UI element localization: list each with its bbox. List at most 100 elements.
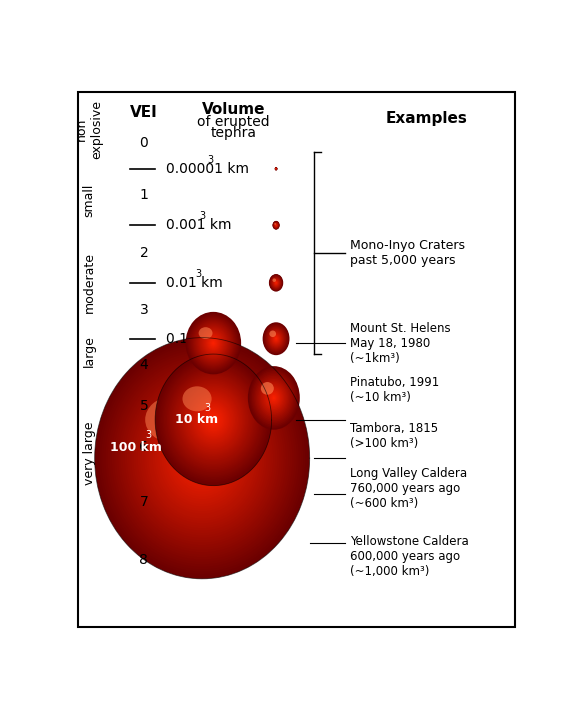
Ellipse shape [275, 224, 277, 226]
Ellipse shape [202, 330, 224, 355]
Text: VEI: VEI [130, 105, 158, 120]
Ellipse shape [209, 415, 218, 425]
Ellipse shape [168, 419, 236, 497]
Ellipse shape [189, 444, 215, 473]
Text: 5: 5 [139, 399, 149, 413]
Ellipse shape [262, 323, 290, 355]
Ellipse shape [276, 168, 277, 169]
Ellipse shape [146, 396, 258, 521]
Ellipse shape [265, 325, 287, 352]
Text: 3: 3 [139, 303, 149, 318]
Text: 3: 3 [199, 211, 205, 221]
Text: Mono-Inyo Craters
past 5,000 years: Mono-Inyo Craters past 5,000 years [350, 239, 465, 267]
Ellipse shape [160, 359, 267, 481]
Ellipse shape [186, 312, 241, 375]
Ellipse shape [275, 224, 277, 227]
Text: of erupted: of erupted [197, 115, 270, 129]
Ellipse shape [273, 222, 279, 229]
Ellipse shape [196, 451, 209, 466]
Text: 3: 3 [183, 384, 189, 394]
Ellipse shape [275, 167, 277, 170]
Text: 4: 4 [139, 358, 149, 372]
Ellipse shape [184, 387, 243, 453]
Ellipse shape [135, 384, 269, 533]
Ellipse shape [145, 397, 199, 443]
Ellipse shape [127, 374, 277, 543]
Ellipse shape [275, 167, 277, 170]
Ellipse shape [165, 365, 261, 474]
Ellipse shape [208, 413, 219, 426]
Text: 0.01 km: 0.01 km [166, 276, 223, 290]
Ellipse shape [273, 335, 279, 342]
Ellipse shape [159, 410, 245, 506]
Ellipse shape [99, 342, 305, 574]
Ellipse shape [266, 326, 286, 351]
Ellipse shape [275, 224, 277, 227]
Text: small: small [83, 184, 96, 217]
Ellipse shape [276, 224, 277, 226]
Ellipse shape [181, 384, 246, 456]
Ellipse shape [208, 337, 219, 350]
Ellipse shape [275, 168, 277, 169]
Text: non
explosive: non explosive [75, 100, 103, 159]
Text: 3: 3 [145, 430, 151, 440]
Ellipse shape [275, 168, 277, 169]
Text: 1 km: 1 km [166, 391, 201, 405]
Ellipse shape [194, 321, 233, 365]
Ellipse shape [203, 409, 224, 431]
Ellipse shape [268, 328, 285, 350]
Ellipse shape [272, 278, 280, 288]
Ellipse shape [189, 316, 238, 370]
Ellipse shape [268, 329, 284, 349]
Ellipse shape [180, 382, 247, 458]
Ellipse shape [198, 454, 206, 463]
Ellipse shape [138, 386, 266, 530]
Ellipse shape [273, 221, 279, 229]
Ellipse shape [274, 222, 279, 228]
Ellipse shape [167, 367, 260, 473]
Ellipse shape [275, 281, 277, 285]
Ellipse shape [272, 334, 280, 344]
Ellipse shape [186, 389, 241, 451]
Ellipse shape [144, 393, 260, 523]
Ellipse shape [193, 397, 234, 443]
Text: 1: 1 [139, 188, 149, 202]
Ellipse shape [264, 385, 284, 411]
Text: 0.1 km: 0.1 km [166, 332, 214, 346]
Ellipse shape [161, 412, 243, 504]
Ellipse shape [272, 278, 280, 287]
Ellipse shape [207, 336, 220, 350]
Ellipse shape [255, 376, 292, 420]
Ellipse shape [266, 328, 286, 350]
Ellipse shape [273, 335, 279, 343]
Ellipse shape [112, 357, 292, 560]
Ellipse shape [170, 422, 235, 494]
Text: moderate: moderate [83, 252, 96, 313]
Ellipse shape [275, 224, 277, 226]
Ellipse shape [261, 382, 287, 414]
Text: 3: 3 [205, 403, 210, 413]
Ellipse shape [196, 323, 231, 363]
Ellipse shape [275, 281, 277, 284]
Ellipse shape [210, 417, 216, 423]
Text: 100 km: 100 km [110, 441, 162, 454]
Ellipse shape [275, 167, 277, 170]
Text: Pinatubo, 1991
(~10 km³): Pinatubo, 1991 (~10 km³) [350, 376, 439, 404]
Ellipse shape [174, 427, 230, 490]
Ellipse shape [257, 377, 291, 419]
Ellipse shape [272, 278, 276, 282]
Ellipse shape [162, 362, 264, 478]
Ellipse shape [270, 276, 282, 290]
Ellipse shape [168, 369, 258, 471]
Ellipse shape [196, 400, 231, 439]
Ellipse shape [276, 168, 277, 169]
Ellipse shape [197, 402, 229, 438]
Ellipse shape [183, 387, 212, 412]
Ellipse shape [206, 412, 221, 428]
Ellipse shape [116, 362, 288, 555]
Ellipse shape [201, 328, 227, 357]
Ellipse shape [258, 379, 290, 417]
Ellipse shape [260, 380, 288, 415]
Ellipse shape [187, 390, 239, 449]
Ellipse shape [264, 323, 289, 355]
